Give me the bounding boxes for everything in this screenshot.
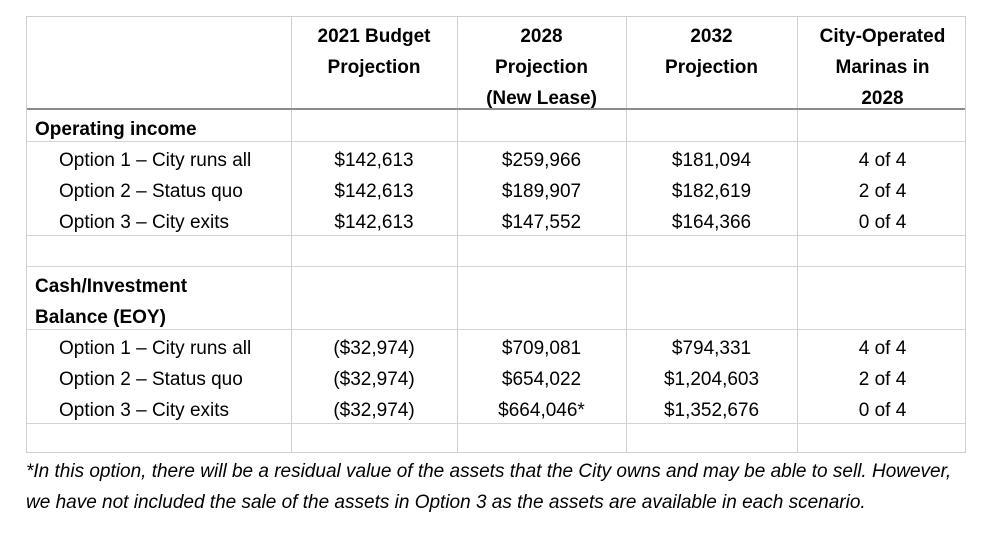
table-cell: $181,094 — [671, 150, 752, 171]
row-divider — [27, 141, 965, 142]
row-divider — [27, 235, 965, 236]
table-cell: 2 of 4 — [858, 369, 907, 390]
row-label: Option 2 – Status quo — [59, 181, 243, 202]
column-divider — [457, 17, 458, 452]
table-cell: $709,081 — [501, 338, 582, 359]
table-cell: ($32,974) — [333, 400, 415, 421]
section-title-operating-income: Operating income — [35, 119, 197, 140]
table-cell: 4 of 4 — [858, 150, 907, 171]
row-label: Option 1 – City runs all — [59, 150, 252, 171]
financial-options-table: 2021 Budget Projection 2028 Projection (… — [26, 16, 966, 453]
header-2028-projection: 2028 Projection (New Lease) — [486, 26, 597, 109]
row-divider — [27, 423, 965, 424]
table-cell: $142,613 — [334, 181, 414, 202]
table-cell: ($32,974) — [333, 369, 415, 390]
table-cell: $147,552 — [501, 212, 582, 233]
table-cell: $259,966 — [501, 150, 582, 171]
header-2021-budget-projection: 2021 Budget Projection — [317, 26, 431, 78]
row-divider — [27, 266, 965, 267]
header-2032-projection: 2032 Projection — [665, 26, 758, 78]
table-cell: ($32,974) — [333, 338, 415, 359]
section-title-cash-line2: Balance (EOY) — [35, 307, 166, 328]
table-cell: $664,046* — [498, 400, 585, 421]
table-cell: $1,352,676 — [663, 400, 760, 421]
column-divider — [291, 17, 292, 452]
table-cell: 0 of 4 — [858, 212, 907, 233]
header-city-operated-marinas: City-Operated Marinas in 2028 — [819, 26, 946, 109]
table-cell: 0 of 4 — [858, 400, 907, 421]
column-divider — [626, 17, 627, 452]
table-cell: $142,613 — [334, 212, 414, 233]
table-cell: $654,022 — [501, 369, 582, 390]
table-cell: $189,907 — [501, 181, 582, 202]
column-divider — [797, 17, 798, 452]
table-cell: $142,613 — [334, 150, 414, 171]
table-cell: 4 of 4 — [858, 338, 907, 359]
footnote: *In this option, there will be a residua… — [26, 461, 952, 513]
row-label: Option 2 – Status quo — [59, 369, 243, 390]
row-label: Option 3 – City exits — [59, 212, 230, 233]
table-cell: $164,366 — [671, 212, 752, 233]
header-divider — [27, 108, 965, 110]
row-divider — [27, 329, 965, 330]
table-cell: 2 of 4 — [858, 181, 907, 202]
section-title-cash-line1: Cash/Investment — [35, 276, 188, 297]
table-cell: $794,331 — [671, 338, 752, 359]
row-label: Option 3 – City exits — [59, 400, 230, 421]
table-cell: $182,619 — [671, 181, 752, 202]
row-label: Option 1 – City runs all — [59, 338, 252, 359]
table-cell: $1,204,603 — [663, 369, 760, 390]
